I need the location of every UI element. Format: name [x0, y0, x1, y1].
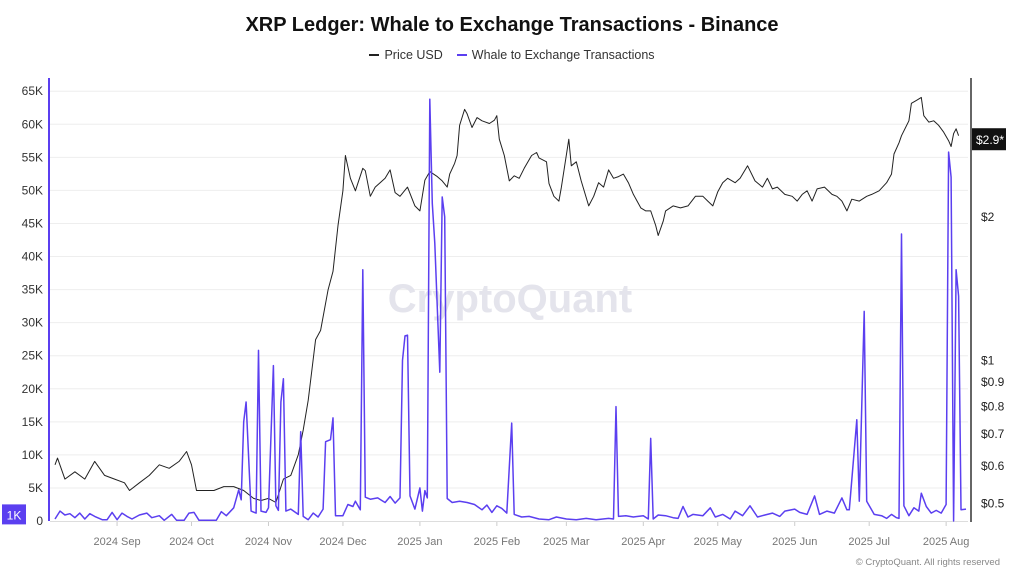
y-right-tick-label: $1: [981, 353, 995, 367]
x-tick-label: 2025 Jul: [848, 536, 890, 548]
y-left-tick-label: 55K: [22, 150, 43, 164]
y-left-tick-label: 10K: [22, 448, 43, 462]
y-left-tick-label: 35K: [22, 283, 43, 297]
y-left-tick-label: 15K: [22, 415, 43, 429]
y-right-tick-label: $0.9: [981, 375, 1005, 389]
chart-title: XRP Ledger: Whale to Exchange Transactio…: [245, 14, 779, 36]
y-left-tick-label: 5K: [28, 481, 43, 495]
whale-transactions-line: [54, 98, 967, 522]
legend-label-price: Price USD: [384, 48, 443, 62]
y-left-tick-label: 50K: [22, 183, 43, 197]
legend-swatch-price: [369, 54, 380, 56]
x-tick-label: 2025 Feb: [474, 536, 520, 548]
x-tick-label: 2024 Oct: [169, 536, 214, 548]
y-left-tick-label: 60K: [22, 117, 43, 131]
x-tick-label: 2024 Sep: [94, 536, 141, 548]
x-tick-label: 2025 Apr: [621, 536, 665, 548]
y-right-tick-label: $0.7: [981, 427, 1005, 441]
y-left-tick-label: 30K: [22, 316, 43, 330]
legend: Price USD Whale to Exchange Transactions: [0, 48, 1024, 62]
x-tick-label: 2025 May: [694, 536, 743, 548]
y-left-tick-label: 40K: [22, 250, 43, 264]
legend-item-transactions[interactable]: Whale to Exchange Transactions: [456, 48, 655, 62]
copyright: © CryptoQuant. All rights reserved: [856, 557, 1000, 568]
y-right-tick-label: $2: [981, 210, 995, 224]
y-left-tick-label: 65K: [22, 84, 43, 98]
y-left-current-marker: [2, 504, 26, 525]
y-left-tick-label: 0: [36, 514, 43, 528]
y-right-tick-label: $0.5: [981, 497, 1005, 511]
y-right-tick-label: $0.6: [981, 459, 1005, 473]
watermark: CryptoQuant: [388, 277, 632, 321]
y-left-tick-label: 45K: [22, 216, 43, 230]
x-tick-label: 2025 Jan: [397, 536, 442, 548]
price-usd-line: [54, 96, 960, 503]
y-left-tick-label: 20K: [22, 382, 43, 396]
legend-label-transactions: Whale to Exchange Transactions: [471, 48, 655, 62]
x-tick-label: 2024 Nov: [245, 536, 293, 548]
legend-swatch-transactions: [456, 54, 467, 56]
x-tick-label: 2025 Jun: [772, 536, 817, 548]
x-tick-label: 2025 Mar: [543, 536, 590, 548]
y-right-current-label: $2.9*: [976, 133, 1004, 147]
y-left-tick-label: 25K: [22, 349, 43, 363]
y-right-current-marker: [972, 128, 1006, 151]
x-tick-label: 2025 Aug: [923, 536, 970, 548]
legend-item-price[interactable]: Price USD: [369, 48, 443, 62]
y-left-current-label: 1K: [7, 508, 22, 522]
x-tick-label: 2024 Dec: [319, 536, 367, 548]
y-right-tick-label: $0.8: [981, 399, 1005, 413]
